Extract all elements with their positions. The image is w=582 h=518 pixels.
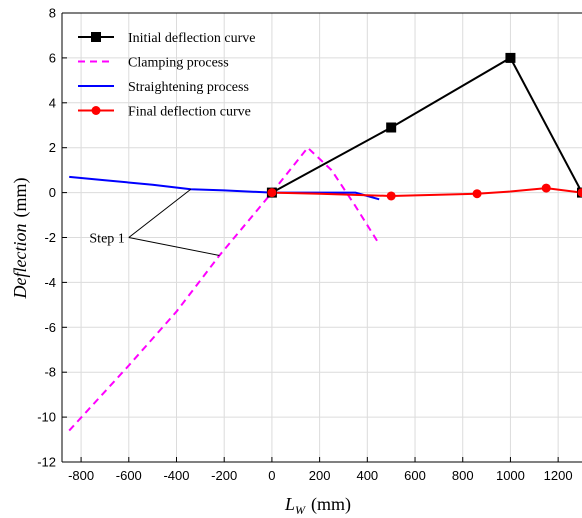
- series-line-final-deflection-curve: [271, 187, 582, 197]
- annotation-label: Step 1: [89, 232, 124, 247]
- y-axis-title-main: Deflection: [10, 224, 30, 300]
- y-axis-title: Deflection (mm): [10, 178, 31, 300]
- legend: Initial deflection curve Clamping process…: [78, 31, 256, 120]
- y-tick-label: -4: [44, 275, 56, 290]
- data-point: [505, 52, 516, 63]
- legend-marker: [91, 32, 101, 42]
- legend-label: Straightening process: [128, 80, 249, 95]
- axes: [61, 12, 582, 463]
- legend-label: Final deflection curve: [128, 105, 251, 120]
- data-point: [386, 122, 397, 133]
- annotation-leader-line: [128, 237, 220, 256]
- x-tick-label: -400: [163, 468, 189, 483]
- x-tick-label: -800: [68, 468, 94, 483]
- x-axis-title-main: L: [284, 494, 295, 514]
- x-tick-label: 1200: [544, 468, 573, 483]
- series-line-initial-deflection-curve: [271, 56, 582, 194]
- legend-label: Initial deflection curve: [128, 31, 256, 46]
- x-tick-label: -600: [116, 468, 142, 483]
- x-tick-label: 800: [452, 468, 474, 483]
- y-tick-label: 2: [49, 140, 56, 155]
- series-line-straightening-process: [69, 175, 380, 201]
- data-point: [472, 189, 482, 199]
- x-tick-label: 600: [404, 468, 426, 483]
- x-tick-label: 0: [268, 468, 275, 483]
- y-tick-label: -12: [37, 455, 56, 470]
- y-tick-label: 6: [49, 50, 56, 65]
- y-tick-label: -2: [44, 230, 56, 245]
- x-axis-title-unit: (mm): [311, 494, 351, 515]
- tick-labels: -800 -600 -400 -200 0 200 400 600 800 1000 1200 -12…: [37, 6, 572, 484]
- x-tick-label: 400: [356, 468, 378, 483]
- y-tick-label: -8: [44, 365, 56, 380]
- y-axis-title-unit: (mm): [10, 178, 31, 218]
- annotation-layer: Step 1: [89, 188, 220, 256]
- y-tick-label: 8: [49, 6, 56, 21]
- x-tick-label: 200: [309, 468, 331, 483]
- data-point: [386, 191, 396, 201]
- data-point: [541, 183, 551, 193]
- data-point: [267, 188, 277, 198]
- annotation-leader-line: [128, 188, 192, 238]
- x-axis-title-sub: W: [295, 503, 306, 517]
- x-axis-title: LW (mm): [284, 494, 351, 517]
- data-point: [577, 188, 582, 198]
- y-tick-label: -6: [44, 320, 56, 335]
- legend-label: Clamping process: [128, 56, 229, 71]
- markers-layer: [266, 52, 582, 201]
- x-tick-label: -200: [211, 468, 237, 483]
- y-tick-label: 0: [49, 185, 56, 200]
- y-tick-label: -10: [37, 410, 56, 425]
- y-tick-label: 4: [49, 95, 56, 110]
- legend-marker: [91, 106, 101, 115]
- x-tick-label: 1000: [496, 468, 525, 483]
